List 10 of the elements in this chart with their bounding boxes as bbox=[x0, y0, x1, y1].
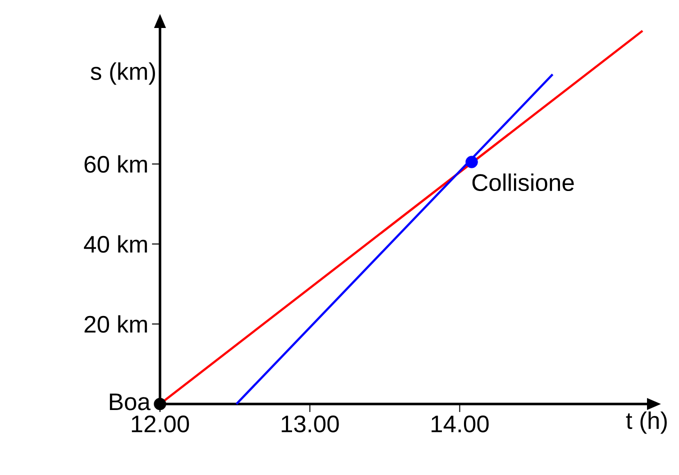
y-tick-label: 40 km bbox=[84, 235, 147, 253]
x-axis-title: t (h) bbox=[626, 412, 667, 434]
y-tick-label: 20 km bbox=[84, 315, 147, 333]
x-tick-label: 13.00 bbox=[282, 416, 339, 432]
annotation: Collisione bbox=[472, 173, 574, 192]
annotation: Boa bbox=[110, 394, 150, 410]
x-tick-label: 12.00 bbox=[132, 416, 189, 432]
x-tick-label: 14.00 bbox=[432, 416, 489, 432]
y-tick-label: 60 km bbox=[84, 155, 147, 173]
y-axis-title: s (km) bbox=[90, 62, 155, 85]
